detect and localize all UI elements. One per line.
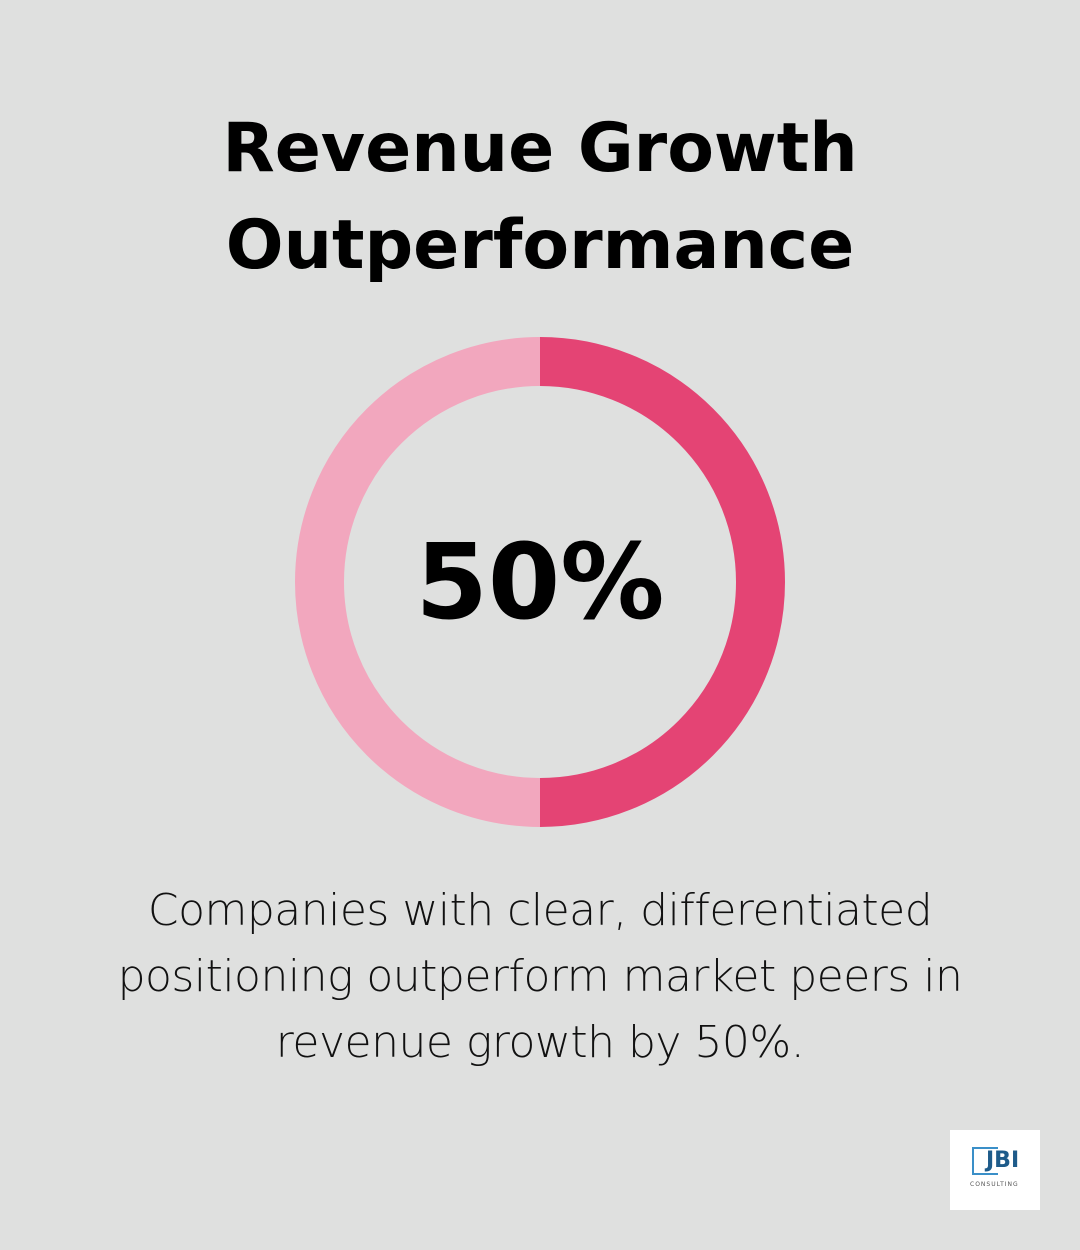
donut-slice-1	[295, 337, 541, 827]
chart-title: Revenue Growth Outperformance	[0, 100, 1080, 294]
jbi-consulting-logo: JBI CONSULTING	[950, 1130, 1040, 1210]
logo-square-icon	[972, 1147, 998, 1175]
donut-slice-0	[539, 337, 785, 827]
donut-chart	[295, 337, 785, 827]
caption: Companies with clear, differentiated pos…	[117, 885, 963, 1068]
title-line-2: Outperformance	[225, 206, 855, 285]
center-label: 50%	[415, 521, 665, 643]
title-line-1: Revenue Growth	[222, 109, 858, 188]
